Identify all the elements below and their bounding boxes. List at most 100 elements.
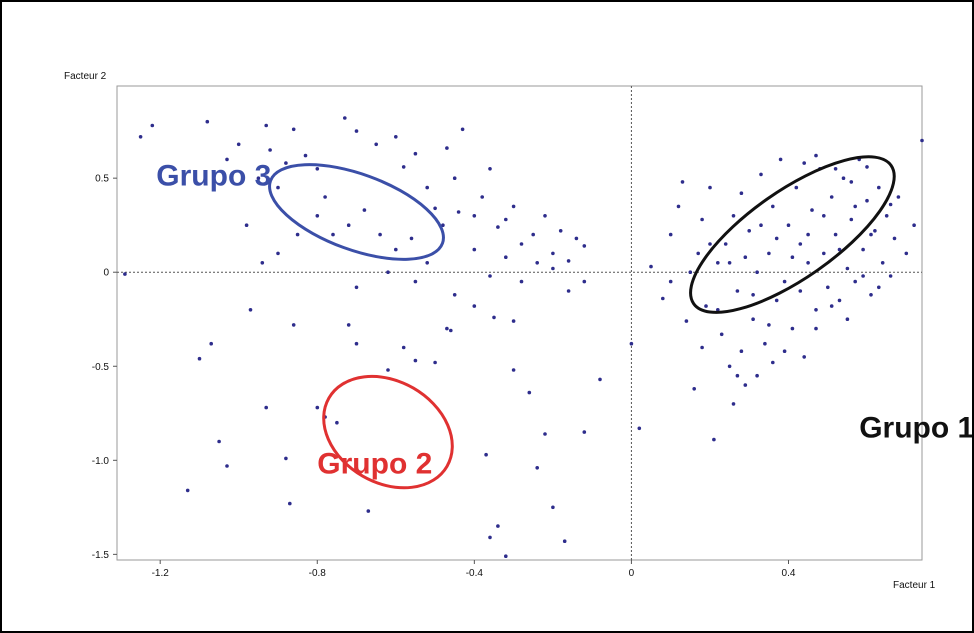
data-point	[288, 501, 292, 506]
data-point	[248, 308, 253, 312]
data-point	[837, 247, 842, 252]
data-point	[472, 304, 477, 308]
data-point	[877, 285, 881, 290]
data-point	[771, 204, 775, 209]
data-point	[527, 390, 532, 395]
data-point	[343, 116, 347, 120]
data-point	[551, 266, 555, 271]
data-point	[366, 509, 371, 513]
data-point	[394, 135, 398, 139]
data-point	[236, 142, 241, 147]
data-point	[535, 261, 539, 265]
data-point	[751, 317, 755, 322]
group-labels: Grupo 1 Grupo 2 Grupo 3	[156, 160, 972, 481]
data-point	[284, 161, 288, 165]
data-point	[696, 251, 700, 256]
data-point	[802, 355, 806, 359]
data-point	[504, 554, 508, 558]
data-point	[708, 242, 712, 246]
data-point	[865, 198, 869, 203]
data-point	[519, 242, 524, 246]
data-point	[712, 437, 716, 442]
data-point	[731, 402, 736, 406]
data-point	[150, 123, 155, 128]
data-point	[920, 138, 924, 143]
data-point	[727, 364, 732, 369]
data-point	[826, 285, 830, 290]
group-label-grupo-2: Grupo 2	[317, 448, 432, 481]
data-point	[865, 165, 869, 169]
data-point	[452, 176, 457, 180]
data-point	[394, 247, 398, 252]
data-point	[735, 373, 740, 378]
data-point	[558, 229, 563, 233]
data-point	[445, 326, 449, 331]
data-point	[488, 167, 492, 171]
data-point	[629, 341, 634, 346]
data-point	[888, 274, 893, 278]
data-point	[582, 244, 587, 248]
data-point	[739, 349, 744, 354]
data-point	[504, 255, 508, 259]
data-point	[790, 255, 795, 259]
data-point	[225, 157, 229, 162]
data-point	[786, 223, 791, 227]
data-point	[413, 151, 418, 156]
data-point	[668, 232, 673, 237]
data-point	[566, 259, 571, 263]
y-tick-label: -0.5	[92, 362, 110, 373]
data-point	[849, 180, 854, 184]
data-point	[256, 176, 261, 180]
data-point	[755, 373, 759, 378]
x-axis-title: Facteur 1	[893, 580, 936, 591]
data-point	[323, 195, 327, 199]
data-point	[767, 323, 771, 327]
group-ellipse-grupo-1	[689, 155, 896, 314]
data-point	[276, 185, 280, 190]
data-point	[386, 270, 390, 275]
data-point	[888, 202, 893, 207]
data-point	[401, 345, 406, 350]
data-point	[378, 232, 382, 237]
data-point	[751, 293, 755, 297]
data-point	[849, 217, 854, 222]
data-point	[739, 191, 744, 195]
data-point	[315, 214, 320, 218]
data-point	[716, 261, 720, 265]
data-point	[767, 251, 771, 256]
data-point	[759, 172, 763, 177]
data-point	[684, 319, 689, 323]
data-point	[692, 387, 696, 391]
data-point	[806, 261, 810, 265]
data-point	[833, 167, 838, 171]
data-point	[896, 195, 901, 199]
data-point	[829, 195, 834, 199]
data-point	[833, 232, 838, 237]
data-point	[511, 319, 516, 323]
data-point	[225, 464, 229, 468]
data-point	[822, 251, 826, 256]
data-point	[771, 360, 775, 365]
data-point	[661, 296, 665, 301]
data-point	[425, 185, 430, 190]
data-point	[668, 279, 673, 284]
data-point	[484, 452, 488, 457]
data-point	[244, 223, 249, 227]
data-point	[676, 204, 681, 209]
data-point	[496, 524, 500, 528]
data-point	[401, 165, 406, 169]
data-point	[413, 358, 418, 363]
data-point	[346, 223, 351, 227]
y-tick-label: 0.5	[95, 174, 109, 185]
data-point	[123, 272, 127, 276]
data-point	[637, 426, 642, 431]
data-point	[362, 208, 367, 212]
data-point	[335, 420, 339, 425]
x-tick-label: -1.2	[152, 568, 170, 579]
data-point	[704, 304, 708, 308]
y-tick-label: -1.5	[92, 550, 110, 561]
data-point	[138, 135, 143, 139]
data-point	[315, 405, 320, 410]
data-point	[531, 232, 535, 237]
